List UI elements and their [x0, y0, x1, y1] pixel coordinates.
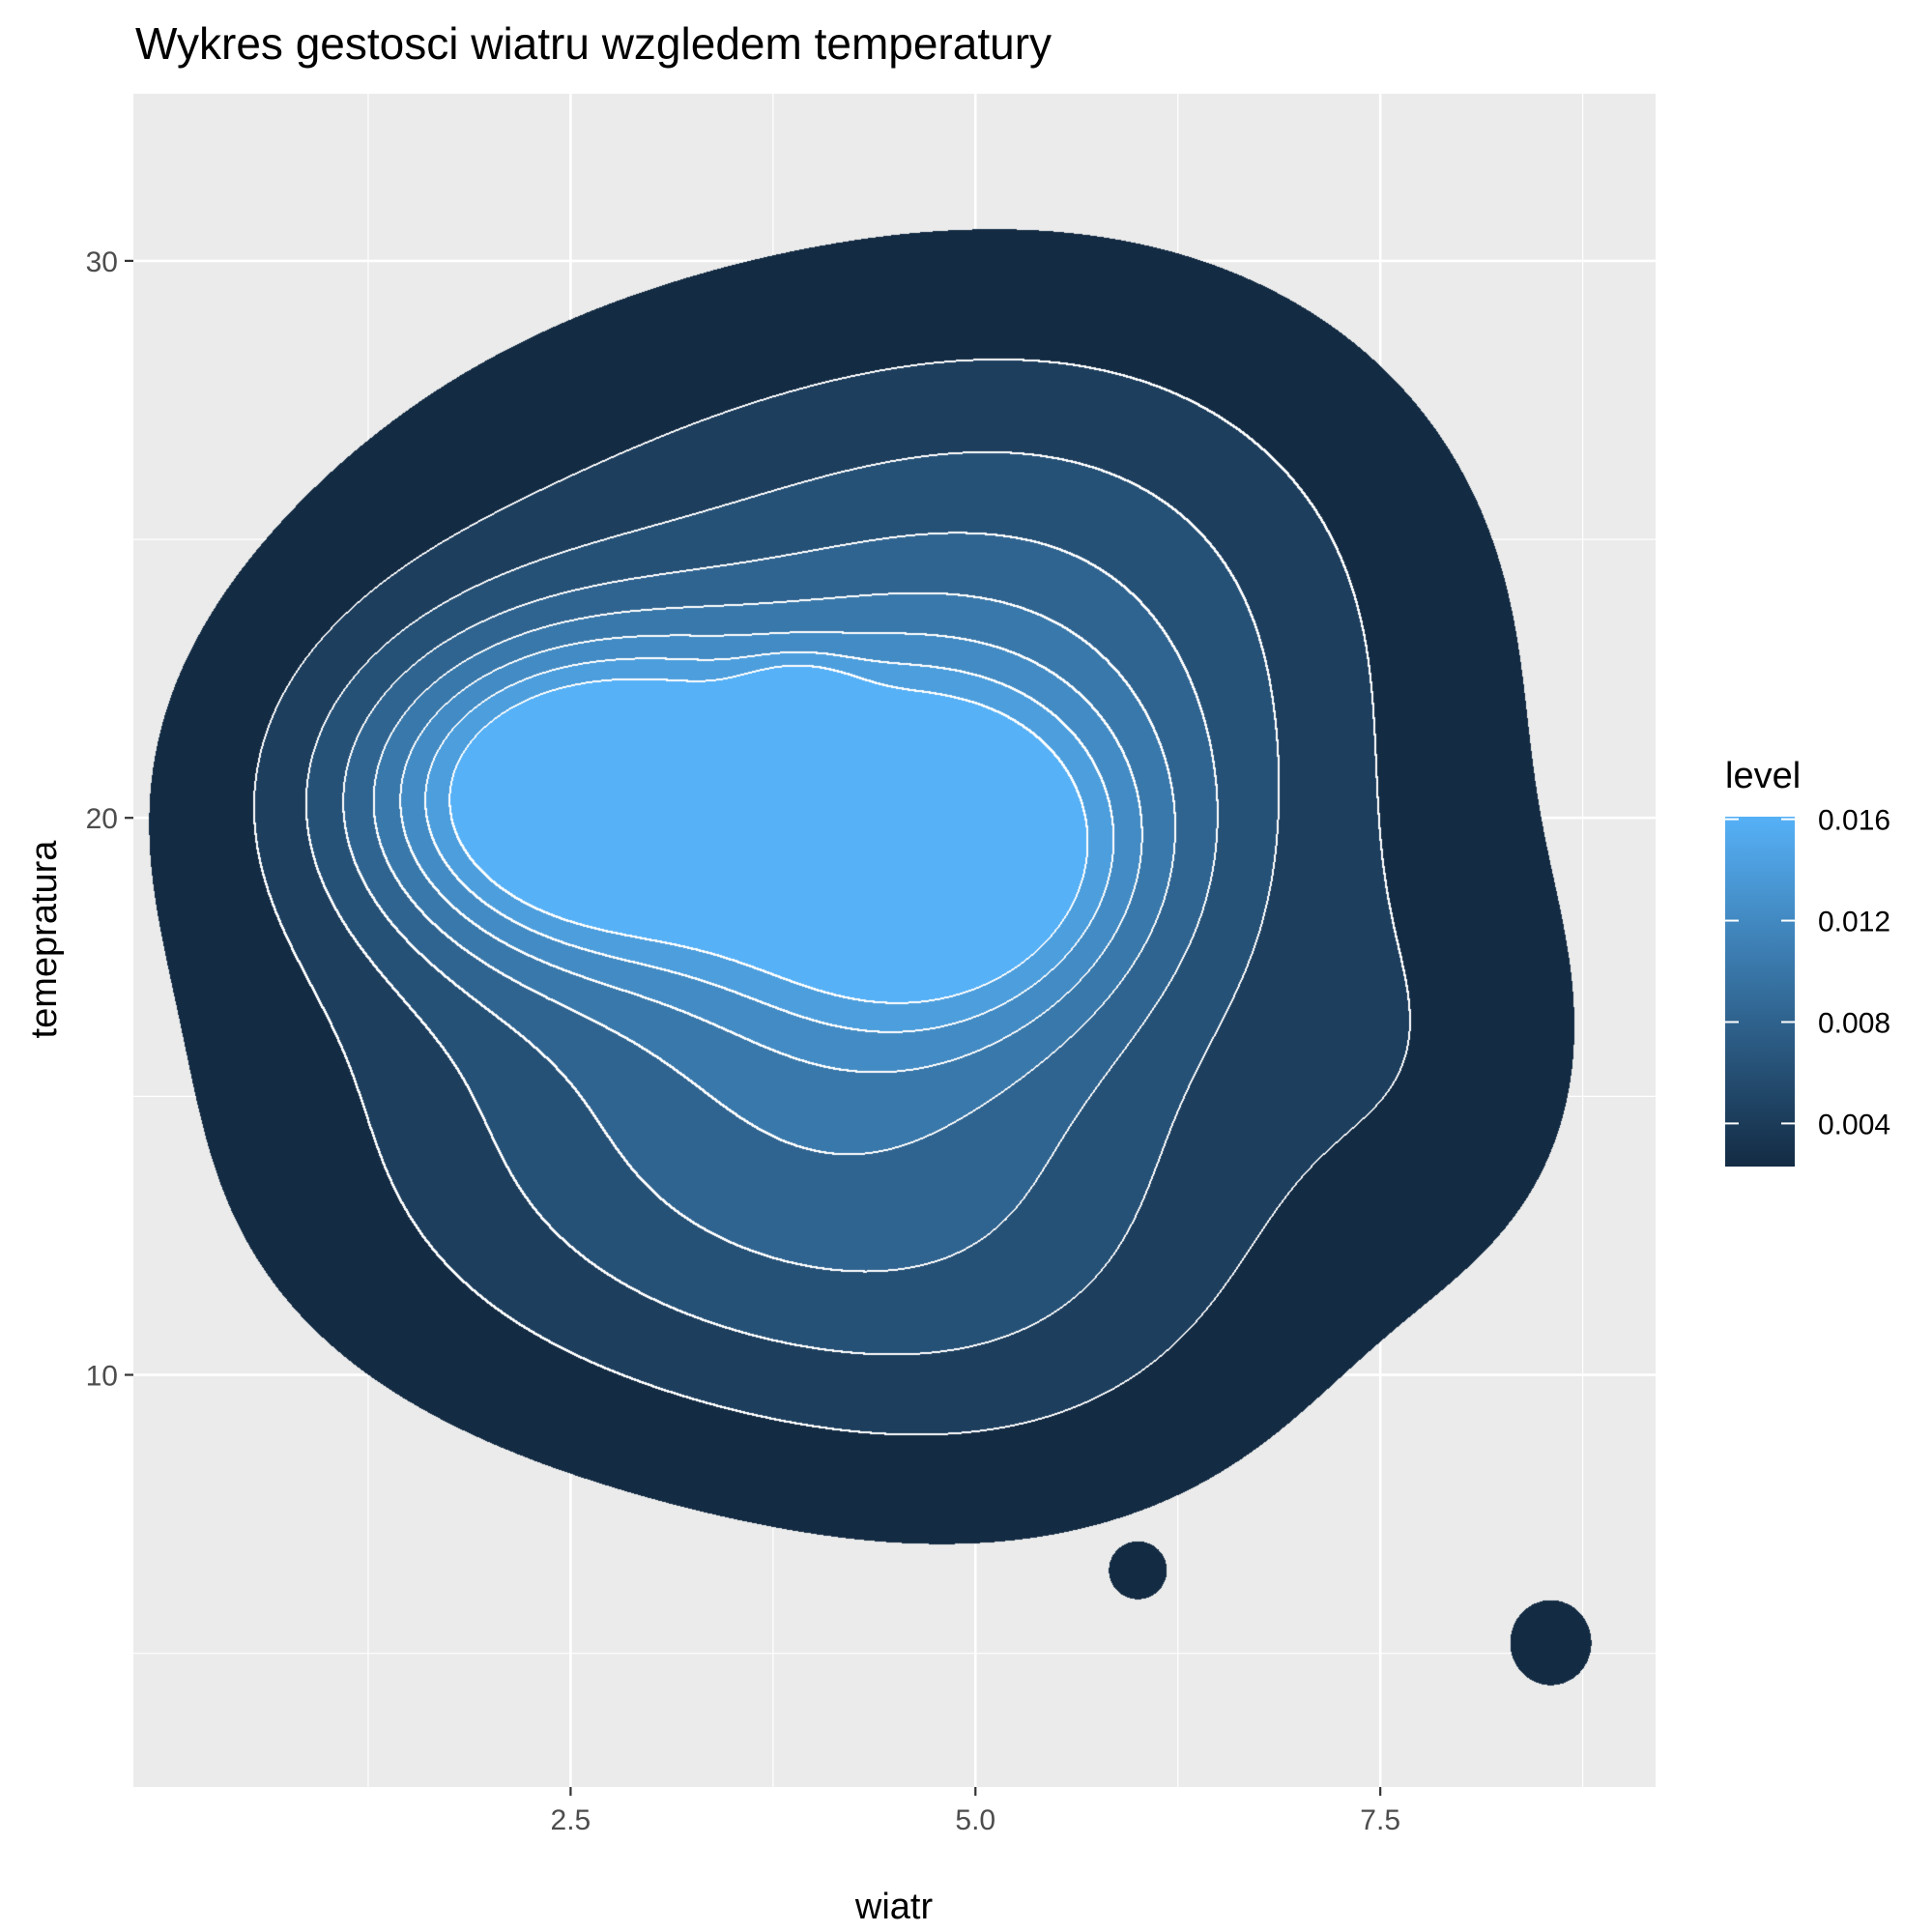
axes: 2.5 5.0 7.5 10 20 30: [86, 246, 1400, 1836]
y-tick-label: 10: [86, 1361, 118, 1393]
legend-colorbar: [1725, 817, 1795, 1167]
legend-title: level: [1725, 756, 1801, 796]
legend-ticks: 0.004 0.008 0.012 0.016: [1725, 805, 1890, 1140]
y-tick-label: 30: [86, 246, 118, 278]
x-tick-label: 5.0: [955, 1804, 995, 1836]
legend-label: 0.016: [1818, 805, 1890, 837]
chart-title: Wykres gestosci wiatru wzgledem temperat…: [135, 18, 1053, 69]
y-tick-label: 20: [86, 803, 118, 835]
legend-label: 0.004: [1818, 1109, 1890, 1140]
legend-label: 0.008: [1818, 1007, 1890, 1039]
x-tick-label: 2.5: [551, 1804, 591, 1836]
density-fill: [133, 94, 1656, 1787]
density-contours: [133, 94, 1656, 1787]
legend-label: 0.012: [1818, 907, 1890, 938]
legend: level 0.004 0.008 0.012 0.016: [1725, 756, 1890, 1167]
x-axis-title: wiatr: [854, 1887, 934, 1927]
x-tick-label: 7.5: [1360, 1804, 1400, 1836]
y-axis-title: temepratura: [24, 840, 65, 1039]
